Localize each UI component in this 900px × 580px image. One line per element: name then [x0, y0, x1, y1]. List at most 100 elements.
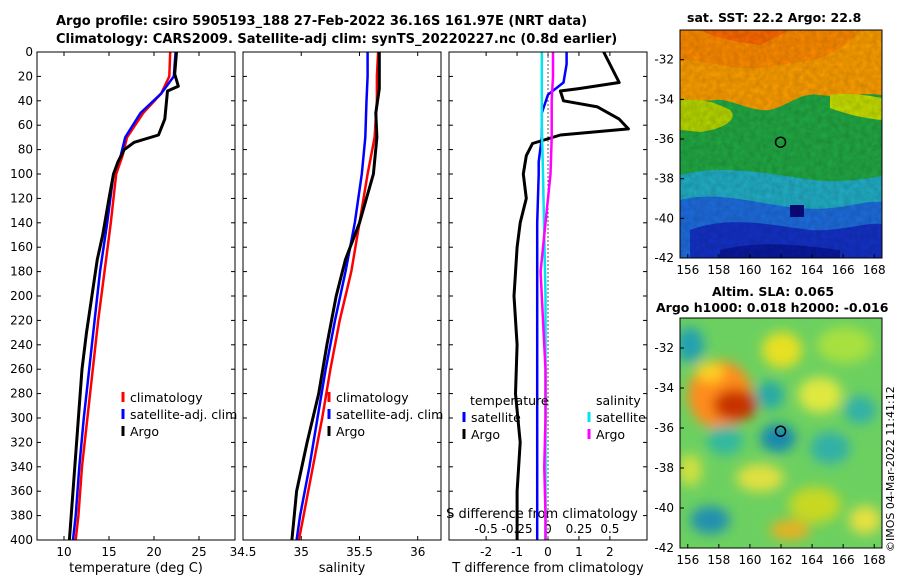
x-axis-label: temperature (deg C): [69, 561, 203, 576]
series-salinity-Argo: [539, 52, 555, 540]
x-tick-label: 168: [863, 553, 886, 567]
x-tick-label: 160: [738, 263, 761, 277]
y-tick-label: -32: [654, 341, 674, 355]
x-tick-label: 156: [676, 263, 699, 277]
y-tick-label: -42: [654, 251, 674, 265]
sst-map-axes: 156 158 160 162 164 166 168 -32 -34 -36 -38 -40 -42: [654, 29, 886, 277]
temperature-panel: 0 20 40 60 80 100 120 140 160 180 200 220 240 260 280 3…: [10, 45, 237, 576]
legend-title: temperature: [470, 393, 549, 408]
y-tick-label: 20: [18, 69, 33, 83]
y-tick-label: -34: [654, 92, 674, 106]
legend-label: satellite: [471, 410, 521, 425]
y-tick-label: 400: [10, 533, 33, 547]
sla-map-axes: 156 158 160 162 164 166 168 -32 -34 -36 -38 -40 -42: [654, 317, 886, 567]
legend-label: Argo: [596, 427, 625, 442]
sla-map-image: [680, 318, 882, 548]
argo-position-marker: [774, 425, 787, 437]
y-tick-label: 40: [18, 94, 33, 108]
y-tick-label: -42: [654, 541, 674, 555]
x-tick-label: 166: [832, 553, 855, 567]
y-tick-label: 100: [10, 167, 33, 181]
legend-label: climatology: [336, 390, 409, 405]
series-climatology: [74, 51, 172, 541]
top-tick-label: 0.25: [566, 522, 593, 536]
y-tick-label: -40: [654, 211, 674, 225]
y-tick-label: -40: [654, 501, 674, 515]
legend-label: Argo: [336, 424, 365, 439]
sst-map-image: [680, 30, 882, 258]
y-tick-label: 220: [10, 313, 33, 327]
x-tick-label: 34.5: [230, 545, 257, 559]
y-tick-label: 280: [10, 387, 33, 401]
x-tick-label: 162: [770, 263, 793, 277]
y-tick-label: -36: [654, 421, 674, 435]
top-axis-label: S difference from climatology: [446, 507, 638, 522]
x-tick-label: 1: [575, 545, 583, 559]
sst-map-title: sat. SST: 22.2 Argo: 22.8: [687, 10, 862, 25]
x-tick-label: 36: [410, 545, 425, 559]
x-tick-label: 2: [606, 545, 614, 559]
y-tick-label: 160: [10, 240, 33, 254]
title-line-2: Climatology: CARS2009. Satellite-adj cli…: [56, 32, 618, 47]
y-tick-label: 260: [10, 362, 33, 376]
sla-map-title: Altim. SLA: 0.065: [712, 284, 835, 299]
x-tick-label: 166: [832, 263, 855, 277]
x-tick-label: 10: [56, 545, 71, 559]
argo-position-marker: [774, 136, 787, 148]
y-tick-label: 180: [10, 265, 33, 279]
x-axis-label: salinity: [319, 561, 366, 576]
x-tick-label: 25: [191, 545, 206, 559]
legend-label: satellite-adj. clim: [336, 407, 443, 422]
y-tick-label: 0: [25, 45, 33, 59]
series-satellite-adj-clim: [71, 51, 177, 541]
legend-label: satellite: [596, 410, 646, 425]
plot-frame: [448, 51, 648, 541]
y-tick-label: 60: [18, 118, 33, 132]
y-tick-label: 340: [10, 460, 33, 474]
x-tick-label: 15: [101, 545, 116, 559]
series-satellite-adj-clim: [295, 52, 369, 541]
legend-label: Argo: [130, 424, 159, 439]
plot-frame: [242, 51, 442, 541]
y-tick-label: 140: [10, 216, 33, 230]
x-tick-label: -1: [511, 545, 523, 559]
y-tick-label: 380: [10, 509, 33, 523]
x-tick-label: 158: [707, 263, 730, 277]
series-temperature-satellite: [535, 52, 568, 540]
map-frame: [679, 317, 883, 549]
legend-title: salinity: [596, 393, 641, 408]
x-tick-label: 168: [863, 263, 886, 277]
x-tick-label: 35: [294, 545, 309, 559]
x-tick-label: 20: [146, 545, 161, 559]
title-line-1: Argo profile: csiro 5905193_188 27-Feb-2…: [56, 14, 588, 29]
y-tick-label: 320: [10, 435, 33, 449]
sla-map-subtitle: Argo h1000: 0.018 h2000: -0.016: [656, 300, 889, 315]
y-tick-label: 240: [10, 338, 33, 352]
y-tick-label: -34: [654, 381, 674, 395]
x-tick-label: 162: [770, 553, 793, 567]
legend-label: satellite-adj. clim: [130, 407, 237, 422]
y-tick-label: 300: [10, 411, 33, 425]
y-tick-label: 80: [18, 143, 33, 157]
y-tick-label: 200: [10, 289, 33, 303]
plot-frame: [36, 51, 236, 541]
x-tick-label: 35.5: [346, 545, 373, 559]
series-argo: [290, 52, 381, 541]
legend-label: climatology: [130, 390, 203, 405]
x-tick-label: 0: [544, 545, 552, 559]
top-tick-label: 0: [544, 522, 552, 536]
y-tick-label: 360: [10, 484, 33, 498]
x-tick-label: 156: [676, 553, 699, 567]
y-tick-label: -38: [654, 172, 674, 186]
x-tick-label: 164: [801, 263, 824, 277]
y-tick-label: 120: [10, 191, 33, 205]
top-tick-label: -0.5: [474, 522, 497, 536]
x-tick-label: 158: [707, 553, 730, 567]
credit-text: ©IMOS 04-Mar-2022 11:41:12: [884, 386, 897, 552]
series-argo: [67, 51, 180, 541]
series-temperature-Argo: [512, 51, 630, 540]
y-tick-label: -32: [654, 53, 674, 67]
y-tick-label: -38: [654, 461, 674, 475]
salinity-panel: 34.5 35 35.5 36 salinity climatology satellite…: [230, 51, 443, 576]
